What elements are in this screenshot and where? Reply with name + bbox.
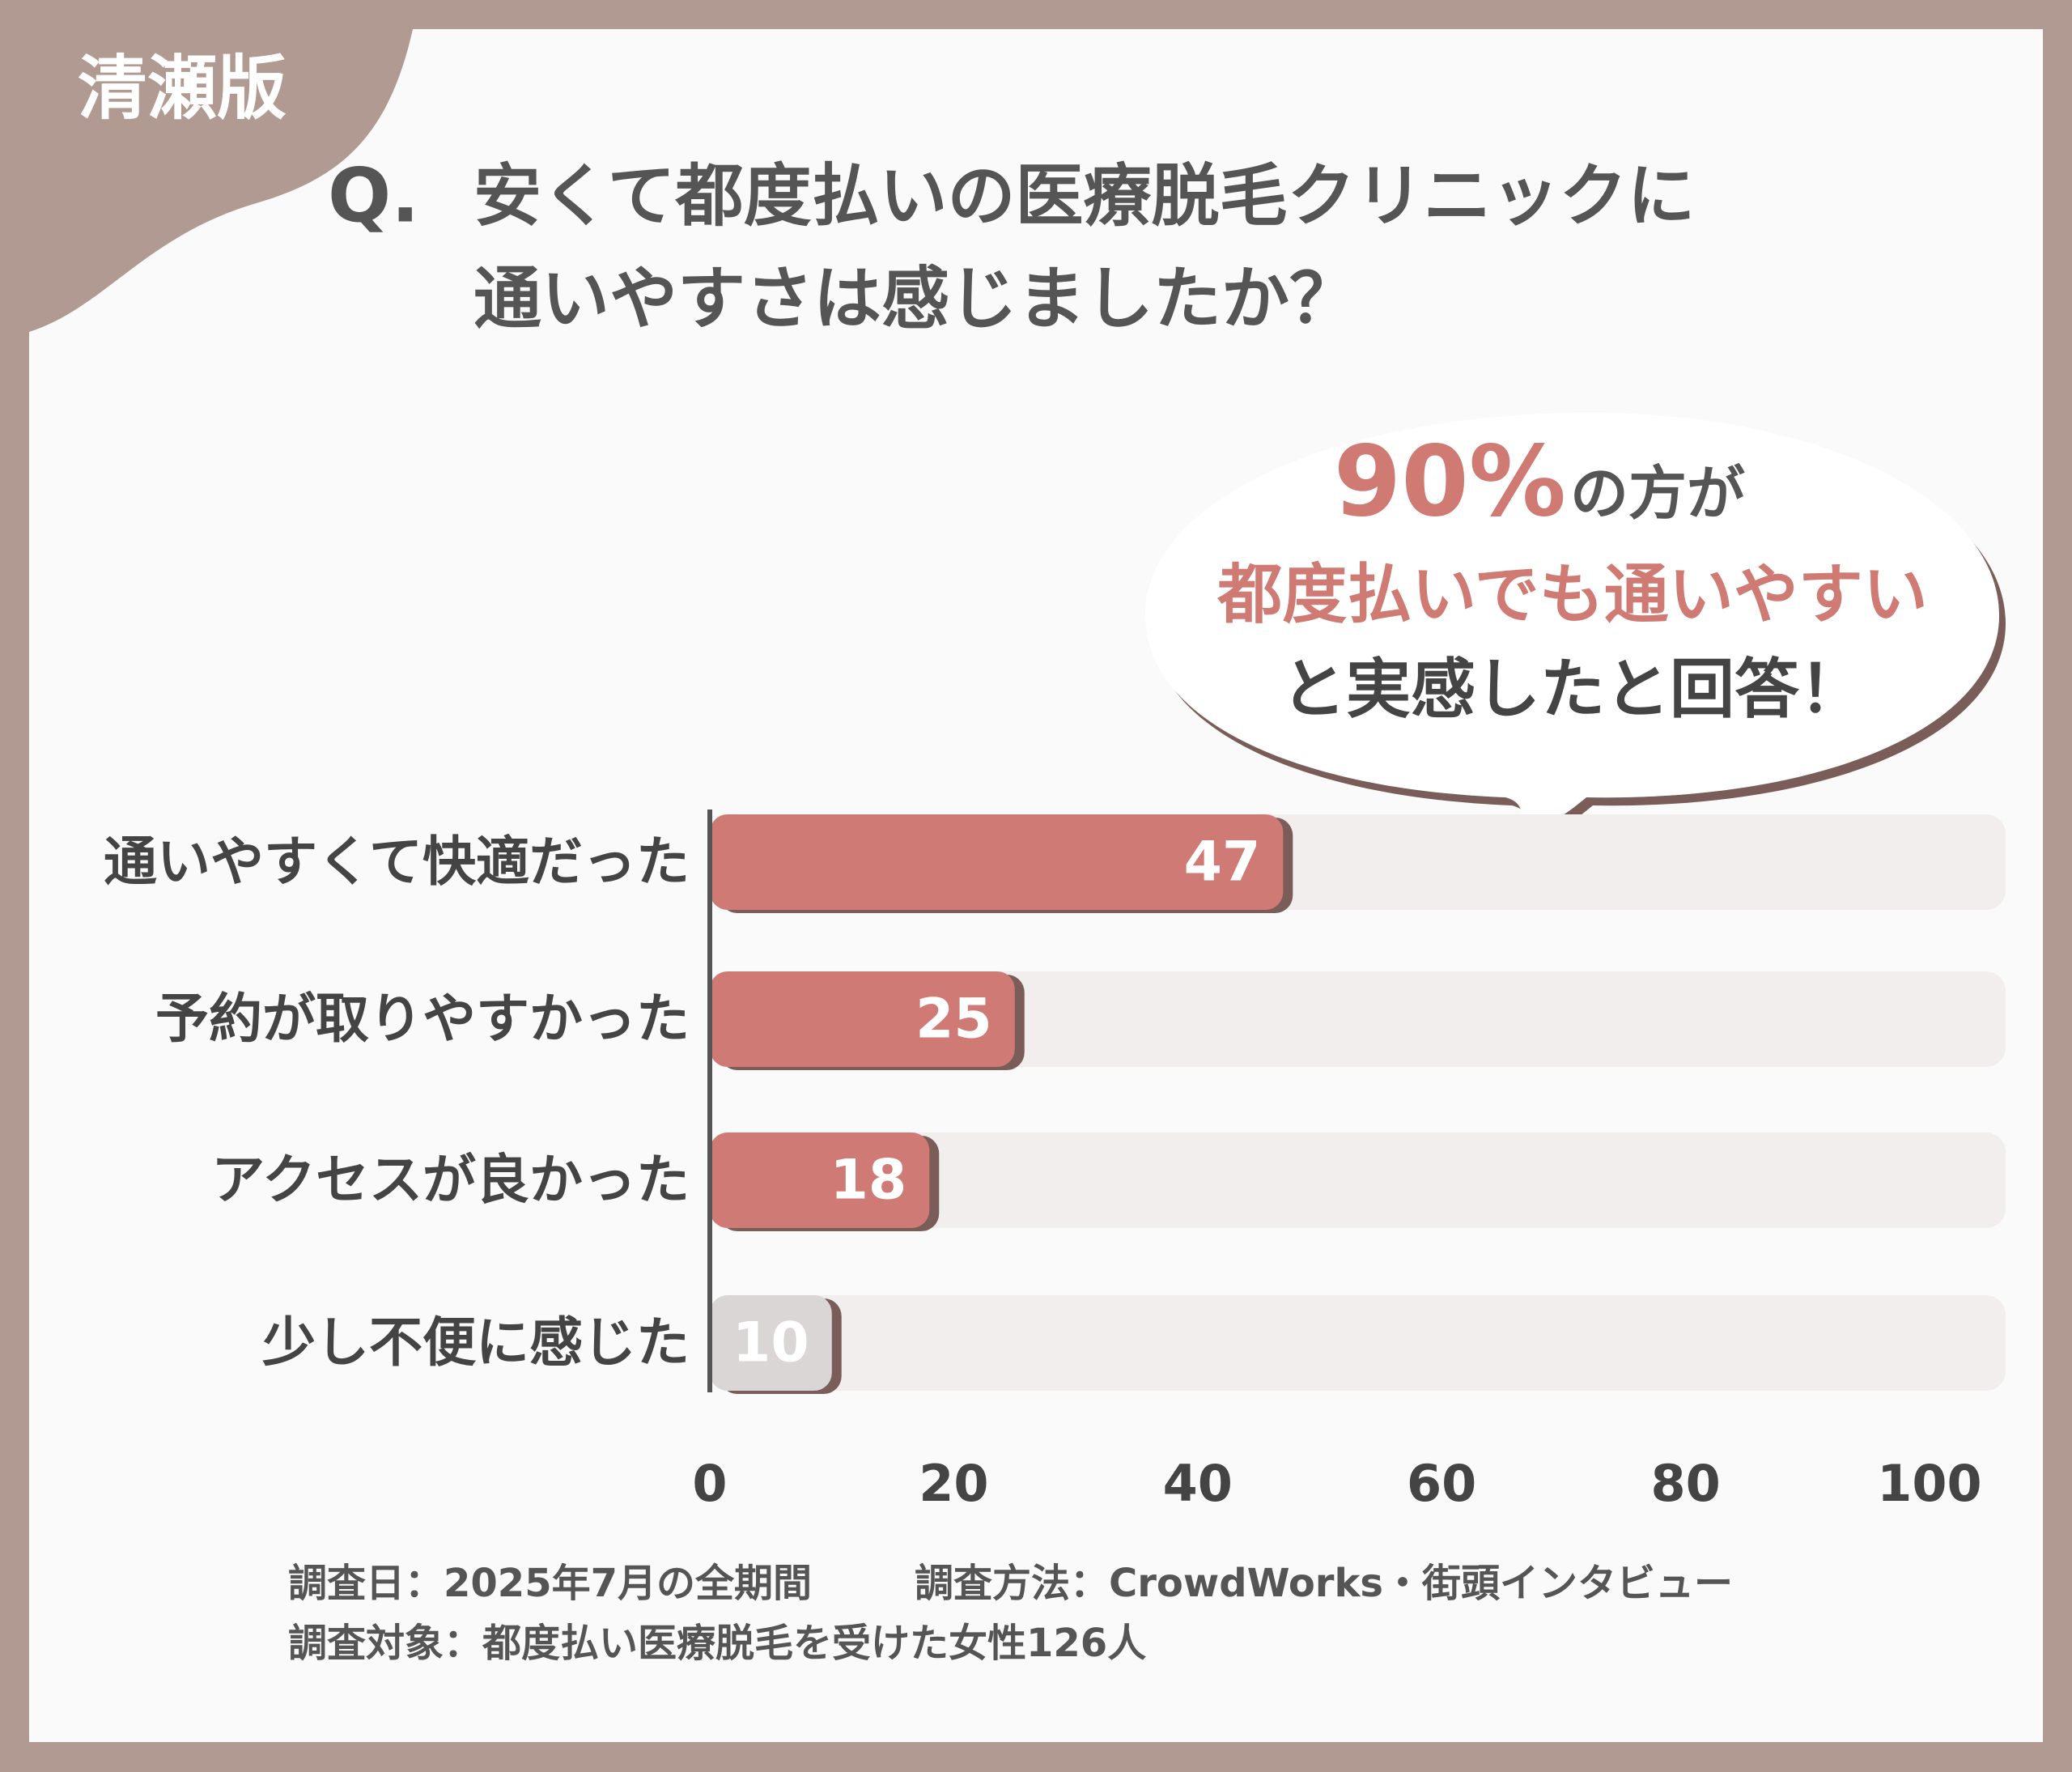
value-label: 10 [732, 1311, 809, 1375]
badge-shape [29, 29, 413, 332]
footnote: 調査対象：都度払い医療脱毛を受けた女性126人 [288, 1621, 1146, 1666]
badge-text: 清瀬版 [78, 48, 287, 129]
category-label: アクセスが良かった [211, 1149, 690, 1211]
category-label: 予約が取りやすかった [155, 988, 690, 1050]
value-label: 25 [915, 988, 992, 1052]
value-label: 47 [1184, 831, 1261, 894]
footnote: 調査方法：CrowdWorks・街頭インタビュー [915, 1561, 1733, 1606]
value-label: 18 [830, 1149, 907, 1213]
callout-text: と実感したと回答！ [1281, 652, 1864, 727]
x-tick-label: 40 [1163, 1454, 1233, 1513]
x-tick-label: 60 [1407, 1454, 1476, 1513]
bar-track [710, 1295, 2006, 1391]
bar [710, 971, 1015, 1067]
title-line: 安くて都度払いの医療脱毛クリニックに [473, 156, 1695, 236]
x-tick-label: 100 [1877, 1454, 1981, 1513]
bar [710, 1132, 930, 1228]
bar-track [710, 1132, 2006, 1228]
callout-text: 都度払いでも通いやすい [1216, 557, 1928, 632]
bar [710, 1295, 832, 1391]
callout-bubble [1145, 412, 1999, 831]
x-tick-label: 20 [919, 1454, 988, 1513]
category-label: 少し不便に感じた [262, 1311, 690, 1374]
callout-text: の方が [1570, 460, 1745, 528]
plot: 47 通いやすくて快適だった 25 予約が取りやすかった 18 アクセスが良かった 10 少し… [104, 810, 2006, 1513]
title-line: 通いやすさは感じましたか？ [473, 259, 1357, 338]
callout-highlight: 90% [1334, 427, 1566, 539]
bar-track [710, 971, 2006, 1067]
footnote: 調査日：2025年7月の全期間 [288, 1561, 812, 1606]
category-label: 通いやすくて快適だった [104, 831, 690, 893]
x-tick-label: 0 [692, 1454, 727, 1513]
bar [710, 814, 1284, 910]
x-tick-label: 80 [1650, 1454, 1720, 1513]
question-label: Q. [328, 152, 419, 239]
